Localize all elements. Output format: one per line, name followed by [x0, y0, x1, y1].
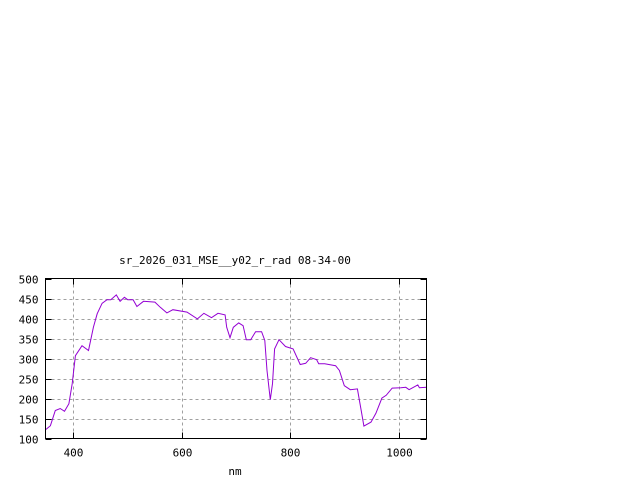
y-tick-label: 300 [19, 354, 39, 367]
x-tick-label: 400 [64, 447, 84, 460]
y-tick-label: 150 [19, 414, 39, 427]
y-tick-label: 500 [19, 274, 39, 287]
chart-title: sr_2026_031_MSE__y02_r_rad 08-34-00 [119, 254, 351, 267]
y-tick-label: 450 [19, 294, 39, 307]
grid-lines [45, 278, 427, 439]
y-tick-label: 350 [19, 334, 39, 347]
x-tick-label: 1000 [386, 447, 413, 460]
plot-frame [45, 278, 427, 439]
axis-ticks [45, 278, 427, 440]
y-tick-label: 200 [19, 394, 39, 407]
x-tick-label: 600 [173, 447, 193, 460]
y-tick-label: 100 [19, 434, 39, 447]
y-tick-label: 250 [19, 374, 39, 387]
x-axis-label: nm [228, 465, 242, 478]
y-tick-label: 400 [19, 314, 39, 327]
series-line [45, 294, 427, 431]
tick-labels: 100 150 200 250 300 350 400 450 500 400 600 800 1000 [19, 274, 413, 460]
x-tick-label: 800 [281, 447, 301, 460]
